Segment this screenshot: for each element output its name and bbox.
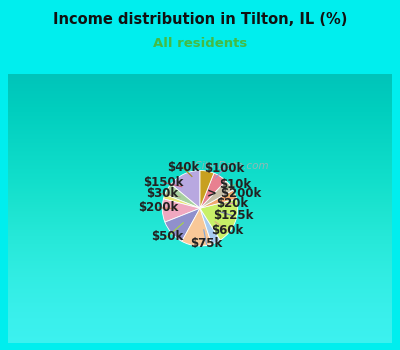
Text: Ⓜ City-Data.com: Ⓜ City-Data.com: [185, 161, 269, 171]
Wedge shape: [165, 208, 200, 241]
Text: Income distribution in Tilton, IL (%): Income distribution in Tilton, IL (%): [53, 12, 347, 27]
Text: > $200k: > $200k: [207, 187, 262, 200]
Text: All residents: All residents: [153, 37, 247, 50]
Text: $75k: $75k: [190, 237, 222, 250]
Text: $125k: $125k: [213, 209, 253, 222]
Text: $100k: $100k: [204, 162, 244, 175]
Text: $10k: $10k: [220, 178, 252, 191]
Wedge shape: [200, 199, 238, 240]
Text: $60k: $60k: [211, 224, 243, 237]
Text: $30k: $30k: [146, 187, 178, 200]
Text: $200k: $200k: [138, 201, 179, 214]
Wedge shape: [200, 190, 236, 208]
Text: $40k: $40k: [167, 161, 199, 174]
Wedge shape: [162, 199, 200, 222]
Wedge shape: [164, 194, 200, 208]
Text: $20k: $20k: [216, 197, 248, 210]
Wedge shape: [171, 170, 200, 208]
Text: $50k: $50k: [151, 230, 183, 243]
Wedge shape: [200, 208, 220, 244]
Text: $150k: $150k: [143, 176, 184, 189]
Wedge shape: [200, 181, 233, 208]
Wedge shape: [200, 173, 226, 208]
Wedge shape: [165, 184, 200, 208]
Wedge shape: [182, 208, 212, 246]
Wedge shape: [200, 170, 214, 208]
